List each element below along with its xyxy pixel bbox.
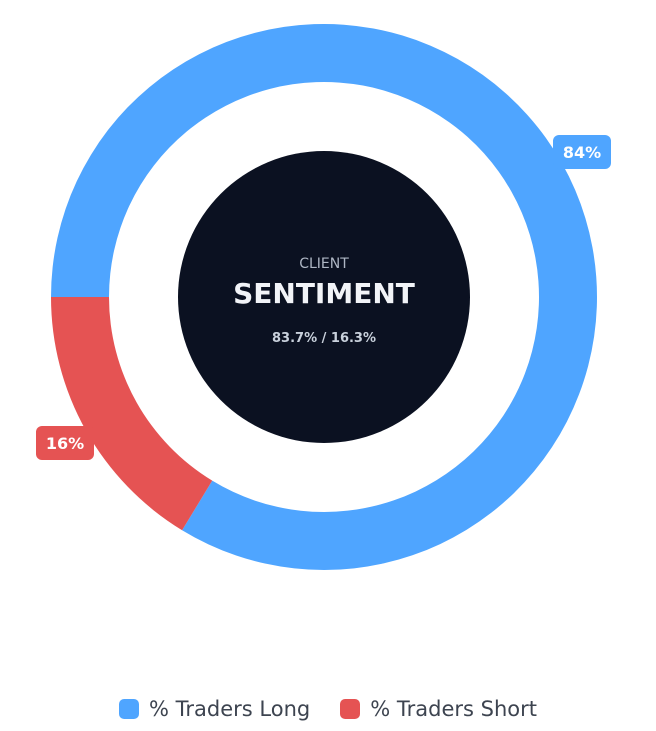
center-overline: CLIENT (299, 256, 349, 272)
center-disc (178, 151, 470, 443)
legend-swatch-long (119, 699, 140, 719)
legend-item-short[interactable]: % Traders Short (340, 697, 537, 721)
legend-label-long: % Traders Long (149, 697, 311, 721)
center-ratio: 83.7% / 16.3% (272, 331, 376, 346)
data-label-long-box (553, 135, 611, 169)
center-title: SENTIMENT (233, 277, 415, 310)
legend-item-long[interactable]: % Traders Long (119, 697, 310, 721)
legend-label-short: % Traders Short (370, 697, 537, 721)
legend-swatch-short (340, 699, 361, 719)
sentiment-donut-chart: CLIENT SENTIMENT 83.7% / 16.3% 84% 16% (36, 23, 611, 570)
data-label-short-text: 16% (46, 434, 84, 453)
data-label-short-box (36, 426, 94, 460)
data-label-short: 16% (36, 426, 94, 460)
legend: % Traders Long % Traders Short (0, 694, 656, 724)
data-label-long-text: 84% (563, 143, 601, 162)
slice-short[interactable] (51, 297, 213, 531)
data-label-long: 84% (553, 135, 611, 169)
